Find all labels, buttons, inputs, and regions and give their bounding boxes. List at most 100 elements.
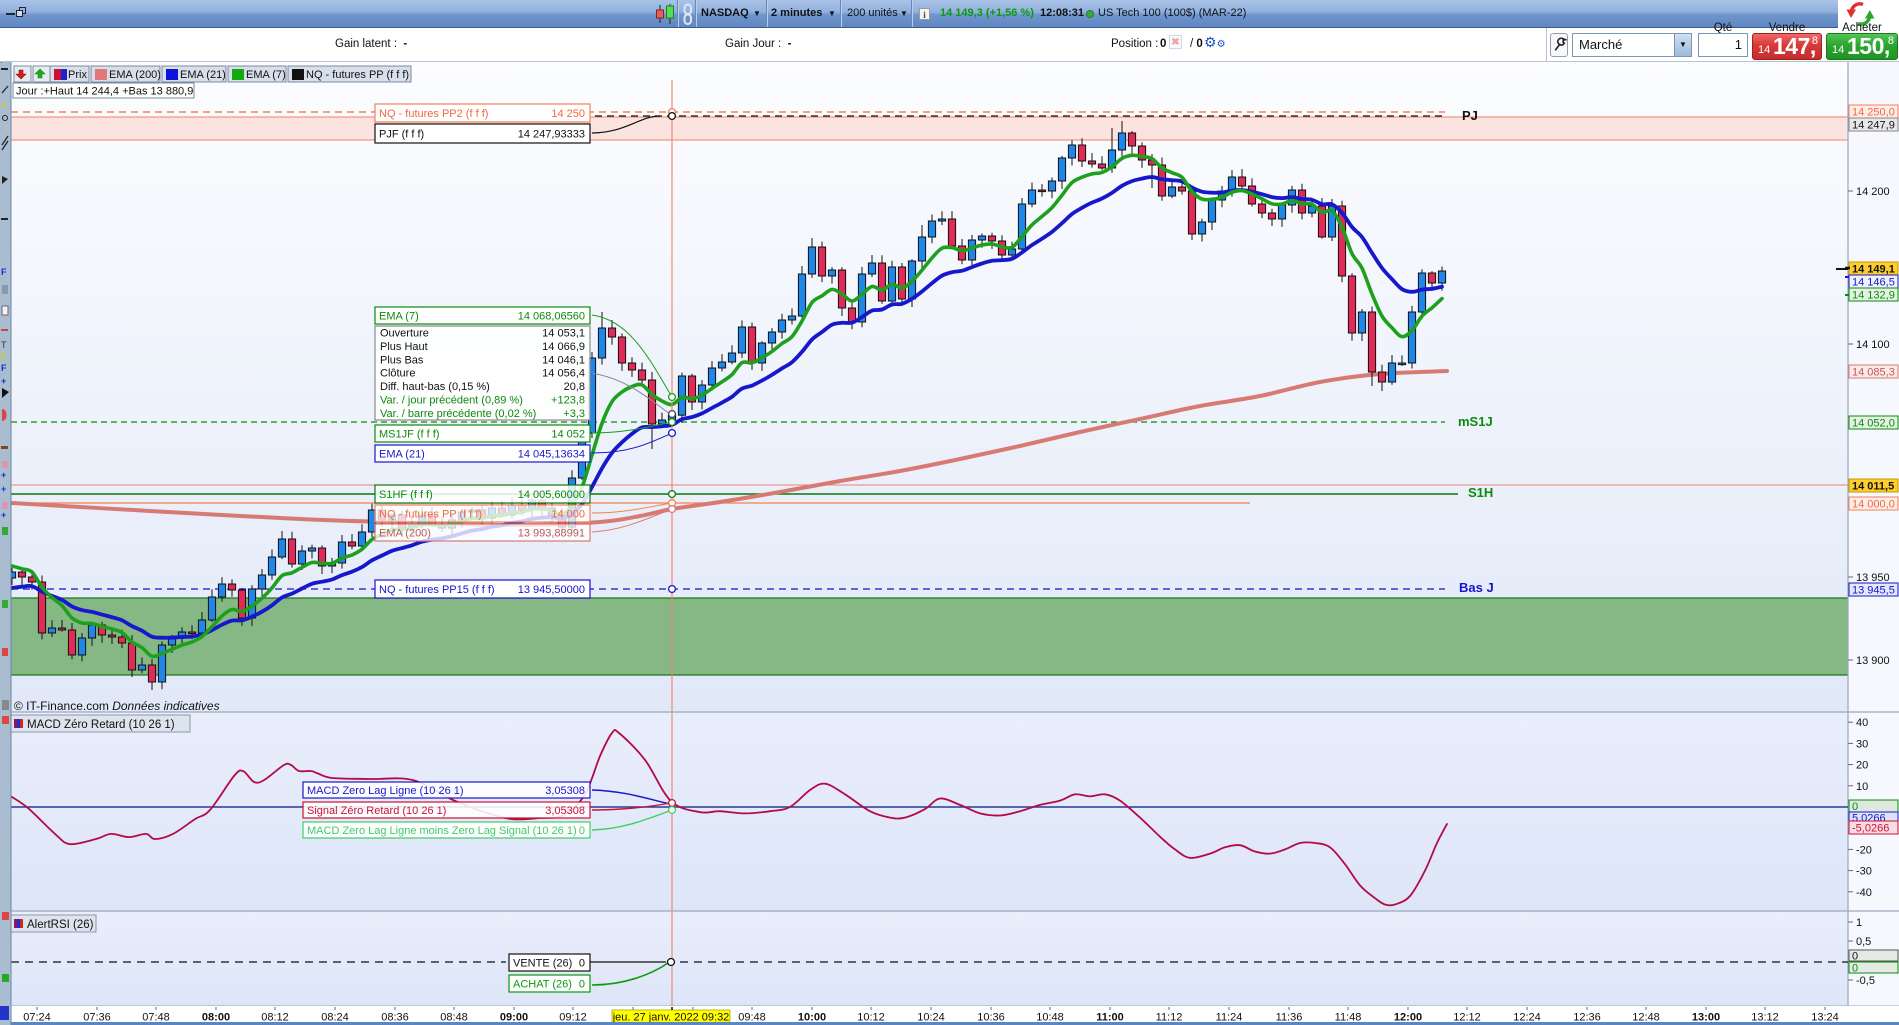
svg-text:Signal Zéro Retard (10 26 1): Signal Zéro Retard (10 26 1) bbox=[307, 805, 446, 817]
svg-text:14 068,06560: 14 068,06560 bbox=[518, 311, 585, 323]
svg-text:EMA (21): EMA (21) bbox=[180, 69, 226, 81]
svg-text:-0,5: -0,5 bbox=[1856, 975, 1875, 987]
svg-text:09:00: 09:00 bbox=[500, 1012, 528, 1024]
svg-text:40: 40 bbox=[1856, 717, 1868, 729]
svg-text:EMA (21): EMA (21) bbox=[379, 449, 425, 461]
svg-text:14 146,5: 14 146,5 bbox=[1852, 277, 1895, 289]
svg-text:10:36: 10:36 bbox=[977, 1012, 1005, 1024]
svg-text:Clôture: Clôture bbox=[380, 368, 415, 380]
svg-text:ACHAT (26): ACHAT (26) bbox=[513, 979, 572, 991]
svg-text:Ouverture: Ouverture bbox=[380, 328, 429, 340]
svg-text:14 250: 14 250 bbox=[551, 108, 585, 120]
svg-text:0: 0 bbox=[1852, 801, 1858, 813]
svg-text:0,5: 0,5 bbox=[1856, 936, 1871, 948]
svg-text:13:24: 13:24 bbox=[1811, 1012, 1839, 1024]
svg-text:13 993,88991: 13 993,88991 bbox=[518, 528, 585, 540]
svg-text:14 085,3: 14 085,3 bbox=[1852, 367, 1895, 379]
svg-text:14 005,60000: 14 005,60000 bbox=[518, 489, 585, 501]
svg-text:08:36: 08:36 bbox=[381, 1012, 409, 1024]
svg-text:09:12: 09:12 bbox=[559, 1012, 587, 1024]
svg-text:PJF (f f f): PJF (f f f) bbox=[379, 129, 424, 141]
svg-text:14 132,9: 14 132,9 bbox=[1852, 290, 1895, 302]
svg-text:14 011,5: 14 011,5 bbox=[1852, 481, 1894, 493]
svg-text:13 945,5: 13 945,5 bbox=[1852, 585, 1895, 597]
svg-text:09:48: 09:48 bbox=[738, 1012, 766, 1024]
svg-text:14 045,13634: 14 045,13634 bbox=[518, 449, 585, 461]
svg-text:+: + bbox=[1, 376, 6, 386]
svg-text:S1H: S1H bbox=[1468, 485, 1493, 500]
svg-text:EMA (7): EMA (7) bbox=[379, 311, 419, 323]
svg-text:12:12: 12:12 bbox=[1453, 1012, 1481, 1024]
svg-text:Jour :+Haut 14 244,4 +Bas 13 8: Jour :+Haut 14 244,4 +Bas 13 880,9 bbox=[16, 86, 193, 98]
svg-text:Var. / jour précédent (0,89 %): Var. / jour précédent (0,89 %) bbox=[380, 395, 523, 407]
svg-text:F: F bbox=[1, 363, 7, 373]
svg-text:11:24: 11:24 bbox=[1216, 1012, 1243, 1024]
svg-text:NQ - futures PP (f f f): NQ - futures PP (f f f) bbox=[379, 509, 482, 521]
svg-text:07:48: 07:48 bbox=[142, 1012, 170, 1024]
svg-text:+3,3: +3,3 bbox=[563, 408, 585, 420]
svg-text:3,05308: 3,05308 bbox=[545, 785, 585, 797]
svg-text:Plus Haut: Plus Haut bbox=[380, 341, 428, 353]
svg-text:14 052: 14 052 bbox=[551, 429, 585, 441]
svg-text:08:24: 08:24 bbox=[321, 1012, 349, 1024]
svg-text:F: F bbox=[1, 267, 7, 277]
svg-text:+123,8: +123,8 bbox=[551, 395, 585, 407]
svg-text:13 900: 13 900 bbox=[1856, 655, 1890, 667]
svg-text:mS1J: mS1J bbox=[1458, 414, 1493, 429]
svg-text:PJ: PJ bbox=[1462, 108, 1478, 123]
svg-text:0: 0 bbox=[1852, 951, 1858, 963]
svg-text:14 200: 14 200 bbox=[1856, 186, 1890, 198]
svg-text:10:48: 10:48 bbox=[1036, 1012, 1064, 1024]
svg-text:0: 0 bbox=[579, 825, 585, 837]
svg-text:13:00: 13:00 bbox=[1692, 1012, 1720, 1024]
svg-text:0: 0 bbox=[1852, 963, 1858, 975]
svg-text:12:00: 12:00 bbox=[1394, 1012, 1422, 1024]
svg-text:3,05308: 3,05308 bbox=[545, 805, 585, 817]
svg-text:14 100: 14 100 bbox=[1856, 339, 1890, 351]
svg-text:Var. / barre précédente (0,02: Var. / barre précédente (0,02 %) bbox=[380, 408, 536, 420]
svg-text:Plus Bas: Plus Bas bbox=[380, 354, 424, 366]
svg-text:MACD Zero Lag Ligne (10 26 1): MACD Zero Lag Ligne (10 26 1) bbox=[307, 785, 464, 797]
svg-text:14 066,9: 14 066,9 bbox=[542, 341, 585, 353]
svg-text:20,8: 20,8 bbox=[564, 381, 585, 393]
svg-text:14 247,9: 14 247,9 bbox=[1852, 120, 1895, 132]
svg-text:12:36: 12:36 bbox=[1573, 1012, 1601, 1024]
svg-text:jeu. 27 janv. 2022 09:32: jeu. 27 janv. 2022 09:32 bbox=[612, 1012, 730, 1024]
svg-text:-40: -40 bbox=[1856, 887, 1872, 899]
svg-text:07:36: 07:36 bbox=[83, 1012, 111, 1024]
svg-text:MACD Zéro Retard (10 26 1): MACD Zéro Retard (10 26 1) bbox=[27, 719, 175, 731]
svg-text:14 056,4: 14 056,4 bbox=[542, 368, 585, 380]
svg-text:0: 0 bbox=[579, 958, 585, 970]
svg-text:+: + bbox=[1, 484, 6, 494]
svg-text:11:48: 11:48 bbox=[1335, 1012, 1362, 1024]
svg-text:AlertRSI (26): AlertRSI (26) bbox=[27, 919, 94, 931]
svg-text:Prix: Prix bbox=[68, 69, 87, 81]
svg-text:10: 10 bbox=[1856, 781, 1868, 793]
svg-text:+: + bbox=[1, 470, 6, 480]
svg-text:10:00: 10:00 bbox=[798, 1012, 826, 1024]
svg-text:12:48: 12:48 bbox=[1632, 1012, 1660, 1024]
svg-text:-30: -30 bbox=[1856, 866, 1872, 878]
svg-text:07:24: 07:24 bbox=[23, 1012, 51, 1024]
svg-text:20: 20 bbox=[1856, 760, 1868, 772]
svg-text:11:36: 11:36 bbox=[1276, 1012, 1303, 1024]
svg-text:14 149,1: 14 149,1 bbox=[1852, 264, 1895, 276]
svg-text:14 247,93333: 14 247,93333 bbox=[518, 129, 585, 141]
svg-text:13:12: 13:12 bbox=[1751, 1012, 1779, 1024]
svg-text:10:24: 10:24 bbox=[917, 1012, 945, 1024]
svg-text:NQ - futures PP (f f f): NQ - futures PP (f f f) bbox=[306, 69, 409, 81]
svg-text:NQ - futures PP15 (f f f): NQ - futures PP15 (f f f) bbox=[379, 584, 495, 596]
svg-text:12:24: 12:24 bbox=[1513, 1012, 1541, 1024]
svg-text:10:12: 10:12 bbox=[857, 1012, 885, 1024]
svg-text:08:48: 08:48 bbox=[440, 1012, 468, 1024]
svg-text:1: 1 bbox=[1856, 917, 1862, 929]
svg-text:14 000,0: 14 000,0 bbox=[1852, 499, 1895, 511]
svg-text:VENTE (26): VENTE (26) bbox=[513, 958, 572, 970]
svg-text:14 052,0: 14 052,0 bbox=[1852, 418, 1895, 430]
svg-text:S1HF (f f f): S1HF (f f f) bbox=[379, 489, 433, 501]
svg-text:11:00: 11:00 bbox=[1096, 1012, 1124, 1024]
svg-text:MS1JF (f f f): MS1JF (f f f) bbox=[379, 429, 440, 441]
svg-text:13 945,50000: 13 945,50000 bbox=[518, 584, 585, 596]
svg-text:MACD Zero Lag Ligne moins Zero: MACD Zero Lag Ligne moins Zero Lag Signa… bbox=[307, 825, 577, 837]
svg-text:Bas J: Bas J bbox=[1459, 580, 1494, 595]
